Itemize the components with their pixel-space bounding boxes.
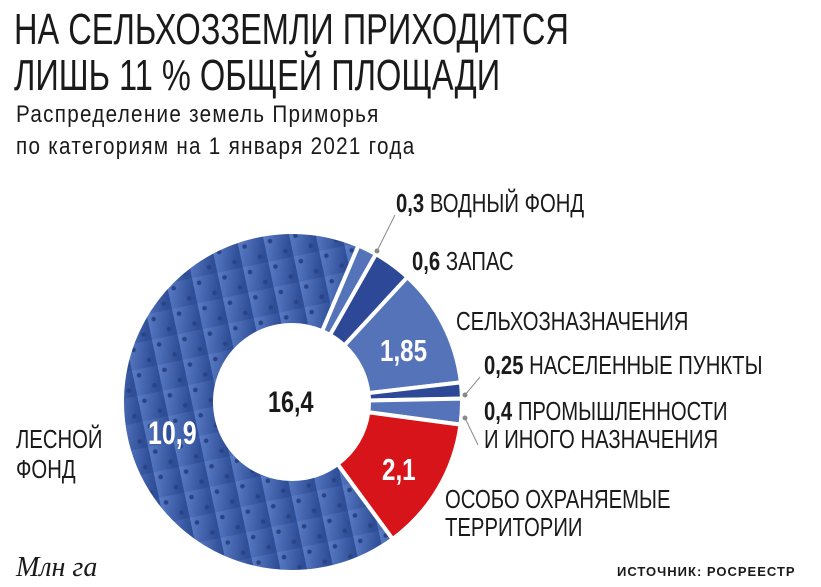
- title-line-2: ЛИШЬ 11 % ОБЩЕЙ ПЛОЩАДИ: [14, 51, 501, 100]
- label-industry: 0,4 ПРОМЫШЛЕННОСТИ: [484, 396, 728, 426]
- label-reserve: 0,6 ЗАПАС: [412, 246, 514, 276]
- label-forest: ЛЕСНОЙ: [16, 424, 103, 454]
- leader-industry: [464, 417, 479, 446]
- label-forest-line2: ФОНД: [16, 454, 76, 484]
- leader-settlements: [464, 376, 481, 396]
- label-protected: ОСОБО ОХРАНЯЕМЫЕ: [445, 484, 671, 514]
- label-protected-line2: ТЕРРИТОРИИ: [445, 512, 583, 542]
- slice-value-protected: 2,1: [382, 452, 416, 487]
- slice-value-forest: 10,9: [148, 415, 197, 451]
- label-agri: СЕЛЬХОЗНАЗНАЧЕНИЯ: [456, 306, 689, 336]
- label-industry-line2: И ИНОГО НАЗНАЧЕНИЯ: [484, 424, 719, 454]
- leader-water: [376, 214, 396, 252]
- title-line-1: НА СЕЛЬХОЗЗЕМЛИ ПРИХОДИТСЯ: [14, 5, 569, 54]
- subtitle-line-2: по категориям на 1 января 2021 года: [16, 133, 416, 160]
- total-value: 16,4: [268, 386, 314, 419]
- slice-value-agri: 1,85: [380, 333, 428, 368]
- donut-slice-6: [120, 230, 396, 574]
- subtitle-line-1: Распределение земель Приморья: [16, 101, 380, 128]
- source-label: ИСТОЧНИК: РОСРЕЕСТР: [617, 564, 796, 579]
- unit-label: Млн га: [16, 552, 98, 583]
- label-water: 0,3 ВОДНЫЙ ФОНД: [396, 188, 585, 218]
- label-settlements: 0,25 НАСЕЛЕННЫЕ ПУНКТЫ: [484, 350, 763, 380]
